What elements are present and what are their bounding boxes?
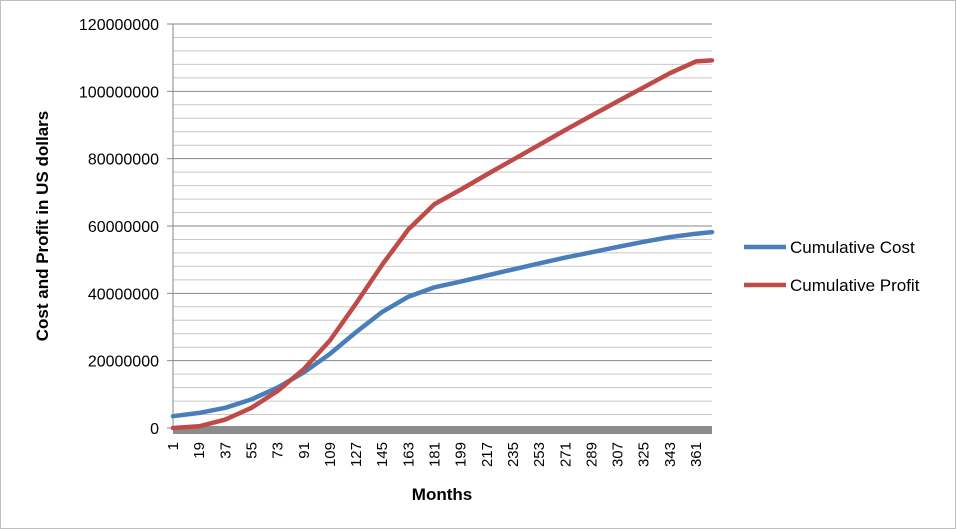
x-axis-title: Months — [412, 485, 472, 504]
y-tick-label: 20000000 — [88, 354, 159, 371]
x-tick-label: 361 — [688, 442, 705, 467]
legend-label-cumulative-profit: Cumulative Profit — [790, 276, 920, 295]
x-tick-label: 37 — [217, 442, 234, 459]
y-tick-label: 120000000 — [79, 17, 159, 34]
x-tick-label: 217 — [479, 442, 496, 467]
x-tick-label: 271 — [557, 442, 574, 467]
y-tick-label: 80000000 — [88, 152, 159, 169]
x-tick-label: 307 — [610, 442, 627, 467]
x-tick-label: 91 — [296, 442, 313, 459]
x-tick-label: 145 — [374, 442, 391, 467]
x-tick-label: 343 — [662, 442, 679, 467]
x-tick-label: 109 — [322, 442, 339, 467]
series-line-cumulative-cost — [170, 229, 715, 419]
x-tick-label: 253 — [531, 442, 548, 467]
x-axis-band — [173, 426, 712, 434]
y-tick-label: 100000000 — [79, 84, 159, 101]
x-tick-label: 199 — [453, 442, 470, 467]
x-tick-label: 235 — [505, 442, 522, 467]
y-tick-label: 60000000 — [88, 219, 159, 236]
y-tick-label: 0 — [150, 421, 159, 438]
x-tick-label: 325 — [636, 442, 653, 467]
x-tick-label: 127 — [348, 442, 365, 467]
x-tick-label: 181 — [427, 442, 444, 467]
x-tick-label: 1 — [165, 442, 182, 450]
x-tick-label: 289 — [583, 442, 600, 467]
x-tick-label: 19 — [191, 442, 208, 459]
grid-layer — [173, 23, 712, 416]
x-tick-label: 163 — [400, 442, 417, 467]
series-line-cumulative-profit — [170, 58, 715, 431]
x-tick-label: 55 — [243, 442, 260, 459]
legend-label-cumulative-cost: Cumulative Cost — [790, 238, 915, 257]
x-tick-label: 73 — [270, 442, 287, 459]
y-axis-title: Cost and Profit in US dollars — [33, 111, 52, 341]
y-tick-label: 40000000 — [88, 286, 159, 303]
series-layer — [170, 58, 715, 431]
legend: Cumulative Cost Cumulative Profit — [744, 238, 920, 295]
axis-layer: 0 20000000 40000000 60000000 80000000 1000000… — [79, 17, 712, 467]
